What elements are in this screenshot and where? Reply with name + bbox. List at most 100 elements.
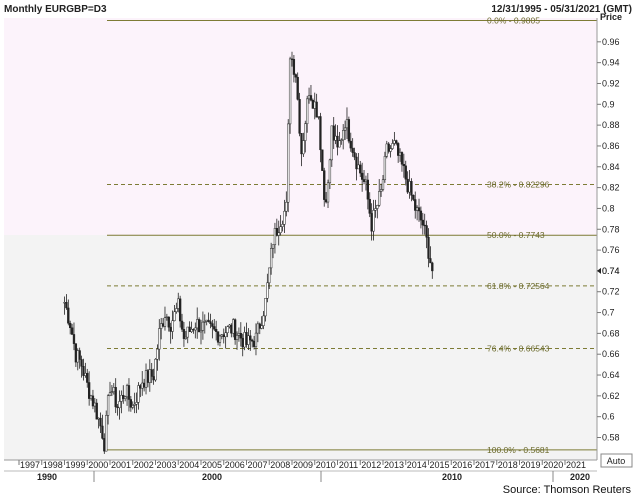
candle-body xyxy=(87,382,91,399)
y-tick-label: 0.92 xyxy=(602,78,620,88)
x-era-label: 1990 xyxy=(37,472,57,482)
candle-body xyxy=(349,140,352,149)
candle-body xyxy=(146,370,150,383)
candle-body xyxy=(269,248,273,269)
y-tick-label: 0.84 xyxy=(602,162,620,172)
candle-body xyxy=(262,315,265,326)
auto-scale-button[interactable] xyxy=(600,453,633,468)
candle-body xyxy=(218,335,222,343)
x-tick-label: 2009 xyxy=(293,460,313,470)
candle-body xyxy=(78,350,81,360)
candle-body xyxy=(319,116,322,151)
candle-body xyxy=(125,385,129,398)
candle-body xyxy=(321,149,324,171)
y-tick-label: 0.94 xyxy=(602,58,620,68)
candle-body xyxy=(340,139,343,141)
candle-body xyxy=(304,123,307,141)
y-tick-label: 0.7 xyxy=(602,308,615,318)
candle-body xyxy=(252,340,256,347)
candle-body xyxy=(110,391,114,393)
candle-body xyxy=(180,320,184,330)
candle-body xyxy=(332,125,335,141)
candle-body xyxy=(307,95,311,100)
candle-body xyxy=(135,402,138,405)
candle-body xyxy=(160,323,163,329)
candle-body xyxy=(334,135,337,141)
candle-body xyxy=(230,324,233,334)
candle-body xyxy=(345,119,349,129)
source-caption: Source: Thomson Reuters xyxy=(503,484,632,496)
x-axis-eras: 1990 2000 2010 2020 xyxy=(37,471,590,482)
candle-body xyxy=(190,329,193,332)
x-tick-label: 2020 xyxy=(543,460,563,470)
candle-body xyxy=(368,198,371,214)
candle-body xyxy=(122,394,125,399)
candle-body xyxy=(421,219,424,226)
candle-body xyxy=(306,98,309,124)
candle-body xyxy=(133,403,136,406)
candle-body xyxy=(429,258,432,264)
candle-body xyxy=(165,316,169,319)
x-era-label: 2020 xyxy=(570,472,590,482)
candle-body xyxy=(251,339,254,342)
candle-body xyxy=(103,438,106,452)
candle-body xyxy=(72,334,76,344)
candle-body xyxy=(118,401,121,409)
y-axis-ticks: 0.58 0.6 0.62 0.64 0.66 0.68 0.7 0.72 0.74 0.76 0.… xyxy=(597,37,620,443)
candle-body xyxy=(108,392,112,396)
candle-body xyxy=(139,385,142,389)
y-tick-label: 0.68 xyxy=(602,328,620,338)
candle-body xyxy=(260,325,263,329)
candle-body xyxy=(317,116,320,118)
candle-body xyxy=(201,321,205,331)
candle-body xyxy=(311,99,315,109)
candle-body xyxy=(173,311,176,321)
x-tick-label: 2017 xyxy=(475,460,495,470)
candle-body xyxy=(268,267,271,284)
y-tick-label: 0.66 xyxy=(602,349,620,359)
x-tick-label: 2006 xyxy=(225,460,245,470)
x-tick-label: 2002 xyxy=(134,460,154,470)
candle-body xyxy=(116,406,119,409)
candle-body xyxy=(309,95,313,101)
y-tick-label: 0.88 xyxy=(602,120,620,130)
y-tick-label: 0.62 xyxy=(602,391,620,401)
candle-body xyxy=(343,127,347,131)
fib-level-label: 76.4% - 0.66543 xyxy=(487,344,550,354)
candle-body xyxy=(408,181,411,193)
candle-body xyxy=(279,226,282,233)
candle-body xyxy=(290,58,294,60)
x-tick-label: 2021 xyxy=(566,460,586,470)
candle-body xyxy=(233,319,237,340)
candle-body xyxy=(288,58,292,125)
candle-body xyxy=(273,228,277,245)
candle-body xyxy=(256,323,260,334)
candle-body xyxy=(67,307,70,324)
x-tick-label: 2000 xyxy=(88,460,108,470)
candle-body xyxy=(404,165,407,180)
candle-body xyxy=(359,164,362,174)
candle-body xyxy=(264,298,267,317)
candle-body xyxy=(89,395,93,399)
candle-body xyxy=(237,333,241,336)
candle-body xyxy=(281,224,284,227)
fib-level-label: 100.0% - 0.5681 xyxy=(487,445,550,455)
candle-body xyxy=(127,385,131,400)
candle-body xyxy=(277,232,280,236)
candle-body xyxy=(158,328,161,350)
x-tick-label: 2013 xyxy=(384,460,404,470)
candle-body xyxy=(360,172,364,180)
candle-body xyxy=(131,405,134,408)
candle-body xyxy=(97,417,100,420)
candle-body xyxy=(330,125,333,161)
candle-body xyxy=(197,319,201,333)
candle-body xyxy=(391,143,394,149)
candle-body xyxy=(120,394,123,402)
x-tick-label: 2012 xyxy=(361,460,381,470)
fib-level-label: 0.0% - 0.9805 xyxy=(487,15,540,25)
candle-body xyxy=(93,402,96,407)
candle-body xyxy=(296,76,299,100)
x-tick-label: 2004 xyxy=(179,460,199,470)
candle-body xyxy=(184,336,187,339)
candle-body xyxy=(336,135,339,148)
